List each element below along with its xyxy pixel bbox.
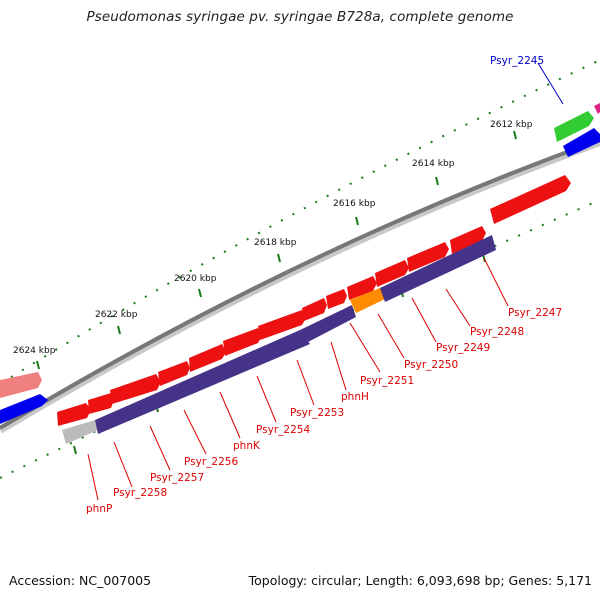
- gene-reverse-block-a: [95, 330, 310, 434]
- gene-forward-6: [223, 328, 262, 356]
- accession-text: Accession: NC_007005: [9, 573, 152, 588]
- gene-forward-11: [375, 260, 409, 287]
- genome-backbone-shadow: [0, 138, 600, 434]
- genome-backbone: [0, 138, 600, 430]
- gene-reverse-orange: [350, 288, 385, 313]
- reverse-strand-genes: [0, 128, 600, 444]
- kbp-label-2624: 2624 kbp: [13, 346, 56, 356]
- gene-reverse-blue-left: [0, 394, 48, 424]
- gene-reverse-grey: [62, 420, 98, 444]
- label-leaders: [87, 257, 509, 501]
- kbp-label-2622: 2622 kbp: [95, 310, 138, 320]
- gene-forward-4: [158, 361, 190, 386]
- gene-forward-8: [302, 298, 327, 321]
- gene-label-psyr-2245: Psyr_2245: [490, 55, 544, 67]
- gene-forward-magenta: [594, 103, 600, 114]
- gene-forward-10: [347, 276, 377, 300]
- gene-label-psyr-2258: Psyr_2258: [113, 487, 167, 499]
- gene-forward-1: [57, 403, 91, 426]
- map-title: Pseudomonas syringae pv. syringae B728a,…: [86, 9, 514, 25]
- gene-label-psyr-2248: Psyr_2248: [470, 326, 524, 338]
- kbp-label-2620: 2620 kbp: [174, 274, 217, 284]
- kbp-label-2614: 2614 kbp: [412, 159, 455, 169]
- gene-label-psyr-2253: Psyr_2253: [290, 407, 344, 419]
- gene-label-phnp: phnP: [86, 503, 112, 515]
- gene-reverse-block-c: [380, 235, 496, 302]
- gene-forward-7: [258, 310, 306, 340]
- gene-labels: Psyr_2247 Psyr_2248 Psyr_2249 Psyr_2250 …: [86, 307, 562, 515]
- gene-forward-3: [110, 374, 161, 404]
- gene-label-psyr-2249: Psyr_2249: [436, 342, 490, 354]
- gene-forward-12: [407, 242, 449, 272]
- gene-label-phnk: phnK: [233, 440, 261, 452]
- label-leader-top: [537, 62, 564, 105]
- gene-label-psyr-2254: Psyr_2254: [256, 424, 310, 436]
- gene-label-psyr-2250: Psyr_2250: [404, 359, 458, 371]
- gene-forward-13: [450, 226, 486, 254]
- kbp-label-2618: 2618 kbp: [254, 238, 297, 248]
- forward-strand-genes: [0, 103, 600, 426]
- genome-summary-text: Topology: circular; Length: 6,093,698 bp…: [248, 573, 592, 588]
- gene-label-psyr-2251: Psyr_2251: [360, 375, 414, 387]
- gene-forward-2: [88, 393, 114, 414]
- gene-reverse-blue-right: [563, 128, 600, 157]
- gene-forward-5: [189, 344, 226, 372]
- gene-label-psyr-2247: Psyr_2247: [508, 307, 562, 319]
- gene-forward-pink: [0, 372, 42, 398]
- kbp-label-2616: 2616 kbp: [333, 199, 376, 209]
- gene-label-phnh: phnH: [341, 391, 369, 403]
- gene-forward-9: [326, 289, 347, 309]
- kbp-labels: 2612 kbp 2614 kbp 2616 kbp 2618 kbp 2620…: [13, 120, 533, 356]
- gene-label-psyr-2256: Psyr_2256: [184, 456, 238, 468]
- kbp-label-2612: 2612 kbp: [490, 120, 533, 130]
- gene-label-psyr-2257: Psyr_2257: [150, 472, 204, 484]
- gene-reverse-block-b: [300, 305, 356, 342]
- gene-forward-green: [554, 111, 594, 142]
- gene-forward-14: [490, 175, 571, 224]
